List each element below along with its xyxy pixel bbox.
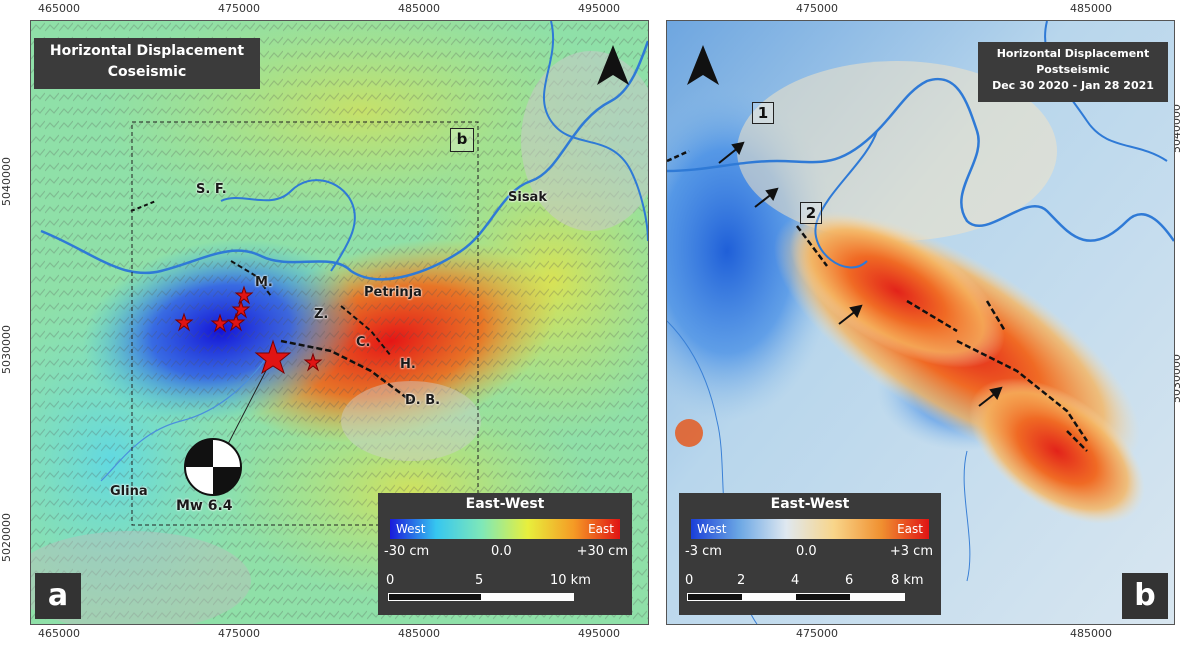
fault-b-2 (906, 299, 958, 333)
epicenter-star (234, 285, 254, 305)
river-sava (542, 21, 648, 242)
north-arrow-icon-b (687, 45, 719, 85)
panel-b-xtick-bottom-2: 485000 (1070, 627, 1112, 640)
epicenter-star-main (254, 339, 292, 375)
panel-b-legend-mid: 0.0 (796, 544, 817, 559)
inset-extent-box (131, 121, 479, 526)
fault-b-4 (956, 339, 1089, 442)
fault-b-5 (1066, 430, 1088, 452)
panel-a-legend-max: +30 cm (576, 544, 628, 559)
magnitude-label: Mw 6.4 (176, 498, 233, 514)
fault-b-1 (796, 225, 828, 267)
panel-b-colorbar (691, 519, 929, 539)
epicenter-star (210, 313, 230, 333)
panel-b-letter: b (1122, 573, 1168, 619)
panel-a-scalebar (388, 593, 574, 601)
river-sava-branch (220, 179, 356, 272)
epicenter-star (174, 312, 194, 332)
epicenter-star (226, 312, 246, 332)
place-petrinja: Petrinja (364, 285, 422, 300)
place-db: D. B. (405, 393, 441, 408)
panel-a-title-line1: Horizontal Displacement (49, 43, 245, 59)
panel-a-xtick-bottom-2: 475000 (218, 627, 260, 640)
panel-b-xtick-bottom-1: 475000 (796, 627, 838, 640)
panel-a-xtick-bottom-4: 495000 (578, 627, 620, 640)
panel-a-scale-0: 0 (386, 573, 395, 588)
panel-a-scale-5: 5 (475, 573, 484, 588)
panel-a-scale-10: 10 km (550, 573, 591, 588)
river-main (667, 77, 1174, 242)
place-glina: Glina (110, 484, 148, 499)
panel-b-scale-0: 0 (685, 573, 694, 588)
fault-b-3 (985, 300, 1007, 332)
river-kupa (40, 40, 648, 281)
panel-a-colorbar (390, 519, 620, 539)
panel-a-xtick-top-2: 475000 (218, 2, 260, 15)
panel-a-legend-min: -30 cm (384, 544, 430, 559)
arrow-icons (718, 141, 1003, 407)
fault-line-1 (230, 260, 272, 297)
place-sf: S. F. (196, 182, 227, 197)
box-label-1: 1 (752, 102, 774, 124)
focal-mechanism (184, 438, 242, 496)
panel-a-letter: a (35, 573, 81, 619)
panel-b-scale-4: 4 (791, 573, 800, 588)
fault-line-3 (340, 305, 392, 357)
panel-a-ytick-3: 5020000 (0, 513, 13, 562)
panel-b-legend: East-West West East -3 cm 0.0 +3 cm 0 2 … (679, 493, 941, 615)
panel-b-title-line2: Postseismic (1036, 63, 1110, 76)
focal-leader-line (226, 356, 274, 447)
panel-a-xtick-bottom-1: 465000 (38, 627, 80, 640)
panel-a-legend-west: West (396, 522, 426, 536)
panel-a-legend-east: East (588, 522, 614, 536)
panel-a-xtick-bottom-3: 485000 (398, 627, 440, 640)
panel-a-map-canvas (31, 21, 648, 624)
box-label-2: 2 (800, 202, 822, 224)
panel-b-legend-east: East (897, 522, 923, 536)
fault-b-6 (667, 149, 690, 163)
panel-a-xtick-top-4: 495000 (578, 2, 620, 15)
place-z: Z. (314, 307, 329, 322)
panel-b-legend-west: West (697, 522, 727, 536)
panel-a-title-line2: Coseismic (107, 64, 187, 80)
panel-a-legend-mid: 0.0 (491, 544, 512, 559)
panel-b-xtick-top-2: 485000 (1070, 2, 1112, 15)
fault-line-4 (130, 200, 157, 212)
panel-b-title: Horizontal Displacement Postseismic Dec … (978, 42, 1168, 102)
panel-a-xtick-top-3: 485000 (398, 2, 440, 15)
panel-b-title-line3: Dec 30 2020 - Jan 28 2021 (992, 79, 1154, 92)
epicenter-star (303, 352, 323, 372)
river-branch (814, 130, 878, 269)
epicenter-star (231, 299, 251, 319)
panel-b-scale-2: 2 (737, 573, 746, 588)
panel-b-legend-title: East-West (770, 496, 850, 512)
place-sisak: Sisak (508, 190, 547, 205)
panel-a-ytick-2: 5030000 (0, 325, 13, 374)
fault-line-2 (280, 339, 412, 402)
place-c: C. (356, 335, 371, 350)
panel-b-scalebar (687, 593, 905, 601)
inset-b-label: b (450, 128, 474, 152)
panel-a-legend-title: East-West (465, 496, 545, 512)
panel-b-scale-6: 6 (845, 573, 854, 588)
river-glina (100, 350, 272, 482)
panel-a-ytick-1: 5040000 (0, 157, 13, 206)
panel-b-xtick-top-1: 475000 (796, 2, 838, 15)
panel-b-legend-max: +3 cm (889, 544, 933, 559)
panel-a-legend: East-West West East -30 cm 0.0 +30 cm 0 … (378, 493, 632, 615)
panel-a-map (30, 20, 649, 625)
panel-a-xtick-top-1: 465000 (38, 2, 80, 15)
place-h: H. (400, 357, 416, 372)
place-m: M. (255, 275, 273, 290)
panel-b-scale-8: 8 km (891, 573, 924, 588)
river-south (963, 450, 971, 582)
north-arrow-icon (597, 45, 629, 85)
panel-a-title: Horizontal Displacement Coseismic (34, 38, 260, 89)
panel-b-legend-min: -3 cm (685, 544, 722, 559)
panel-b-title-line1: Horizontal Displacement (996, 47, 1150, 60)
